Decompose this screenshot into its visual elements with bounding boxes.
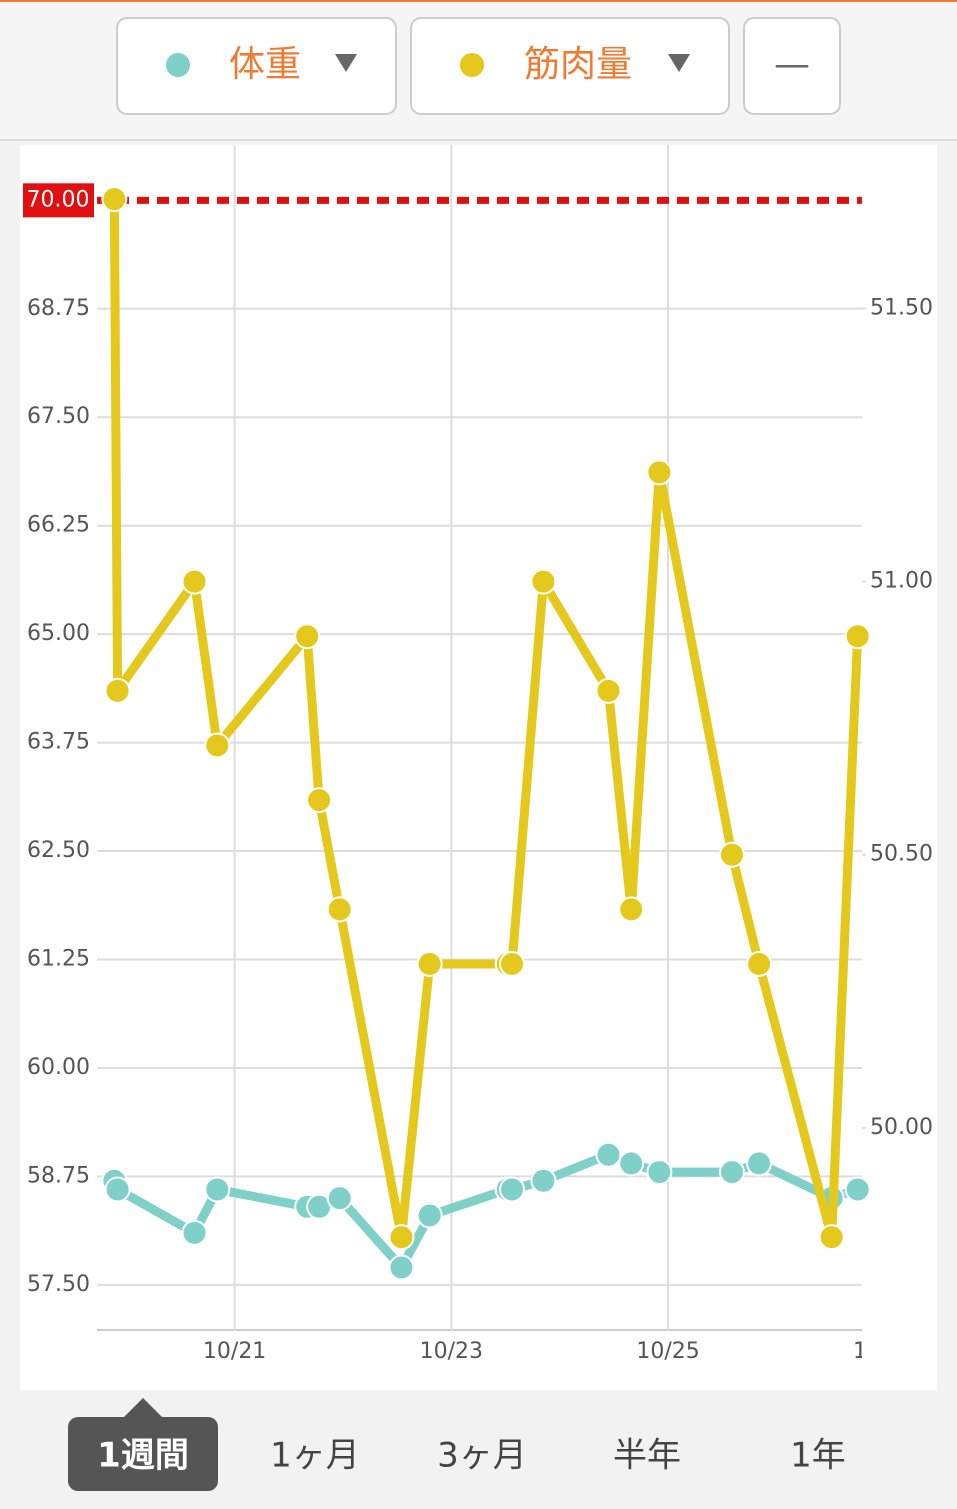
tab[interactable]: 3ヶ月: [437, 1436, 527, 1476]
data-point: [388, 1224, 415, 1251]
tab-selected-bg: [68, 1417, 218, 1491]
y-tick-label: 68.75: [27, 296, 90, 321]
data-point: [746, 1150, 773, 1177]
data-point: [530, 568, 557, 595]
data-point: [306, 787, 333, 814]
series-button[interactable]: 筋肉量: [410, 17, 730, 115]
data-point: [618, 1150, 645, 1177]
data-point: [204, 732, 231, 759]
tab[interactable]: 1年: [790, 1436, 846, 1476]
tab-pointer: [123, 1398, 163, 1418]
data-point: [499, 1176, 526, 1203]
data-point: [104, 1176, 131, 1203]
data-point: [595, 1141, 622, 1168]
y2-tick-label: 50.50: [870, 842, 933, 867]
data-point: [844, 1176, 871, 1203]
top-accent: [0, 0, 957, 2]
dropdown-arrow: [335, 54, 357, 72]
y2-tick-label: 50.00: [870, 1115, 933, 1140]
series-button[interactable]: 体重: [116, 17, 397, 115]
legend-label[interactable]: 筋肉量: [524, 44, 632, 85]
y-tick-label: 61.25: [27, 947, 90, 972]
data-point: [718, 1159, 745, 1186]
data-point: [104, 677, 131, 704]
data-point: [618, 896, 645, 923]
y2-tick-label: 51.00: [870, 569, 933, 594]
data-point: [388, 1254, 415, 1281]
tab-bar: 1週間 1ヶ月 3ヶ月 半年 1年: [68, 1398, 846, 1491]
y2-tick-label: 51.50: [870, 295, 933, 320]
legend-label[interactable]: 体重: [229, 44, 301, 85]
tab[interactable]: 1週間: [97, 1436, 189, 1476]
y-tick-label: 66.25: [27, 513, 90, 538]
data-point: [416, 1202, 443, 1229]
data-point: [530, 1167, 557, 1194]
tab[interactable]: 1ヶ月: [270, 1436, 360, 1476]
data-point: [416, 950, 443, 977]
x-tick-label: 10/21: [203, 1339, 266, 1364]
data-point: [204, 1176, 231, 1203]
data-point: [646, 1159, 673, 1186]
data-point: [746, 950, 773, 977]
data-point: [718, 841, 745, 868]
data-point: [181, 1219, 208, 1246]
data-point: [844, 623, 871, 650]
data-point: [101, 186, 128, 213]
y-tick-label: 60.00: [27, 1055, 90, 1080]
x-tick-label: 10/27: [853, 1339, 916, 1364]
collapse-button[interactable]: [743, 17, 841, 115]
y-tick-label: 58.75: [27, 1163, 90, 1188]
data-point: [181, 568, 208, 595]
legend-dot: [166, 53, 190, 77]
y-tick-label: 65.00: [27, 621, 90, 646]
y-tick-label: 57.50: [27, 1272, 90, 1297]
data-point: [326, 1185, 353, 1212]
collapse-label[interactable]: —: [774, 44, 810, 85]
data-point: [646, 459, 673, 486]
chart-panel: [20, 145, 937, 1390]
button-box[interactable]: [116, 17, 397, 115]
y-tick-label: 63.75: [27, 730, 90, 755]
x-tick-label: 10/23: [420, 1339, 483, 1364]
data-point: [499, 950, 526, 977]
button-box[interactable]: [410, 17, 730, 115]
dropdown-arrow: [668, 54, 690, 72]
target-label-box: [23, 183, 94, 218]
legend-dot: [460, 53, 484, 77]
data-point: [595, 677, 622, 704]
y-tick-label: 67.50: [27, 404, 90, 429]
x-tick-label: 10/25: [636, 1339, 699, 1364]
data-point: [294, 623, 321, 650]
data-point: [326, 896, 353, 923]
data-point: [818, 1224, 845, 1251]
tab[interactable]: 半年: [613, 1436, 681, 1476]
y-tick-label: 62.50: [27, 838, 90, 863]
target-label: 70.00: [27, 187, 90, 212]
